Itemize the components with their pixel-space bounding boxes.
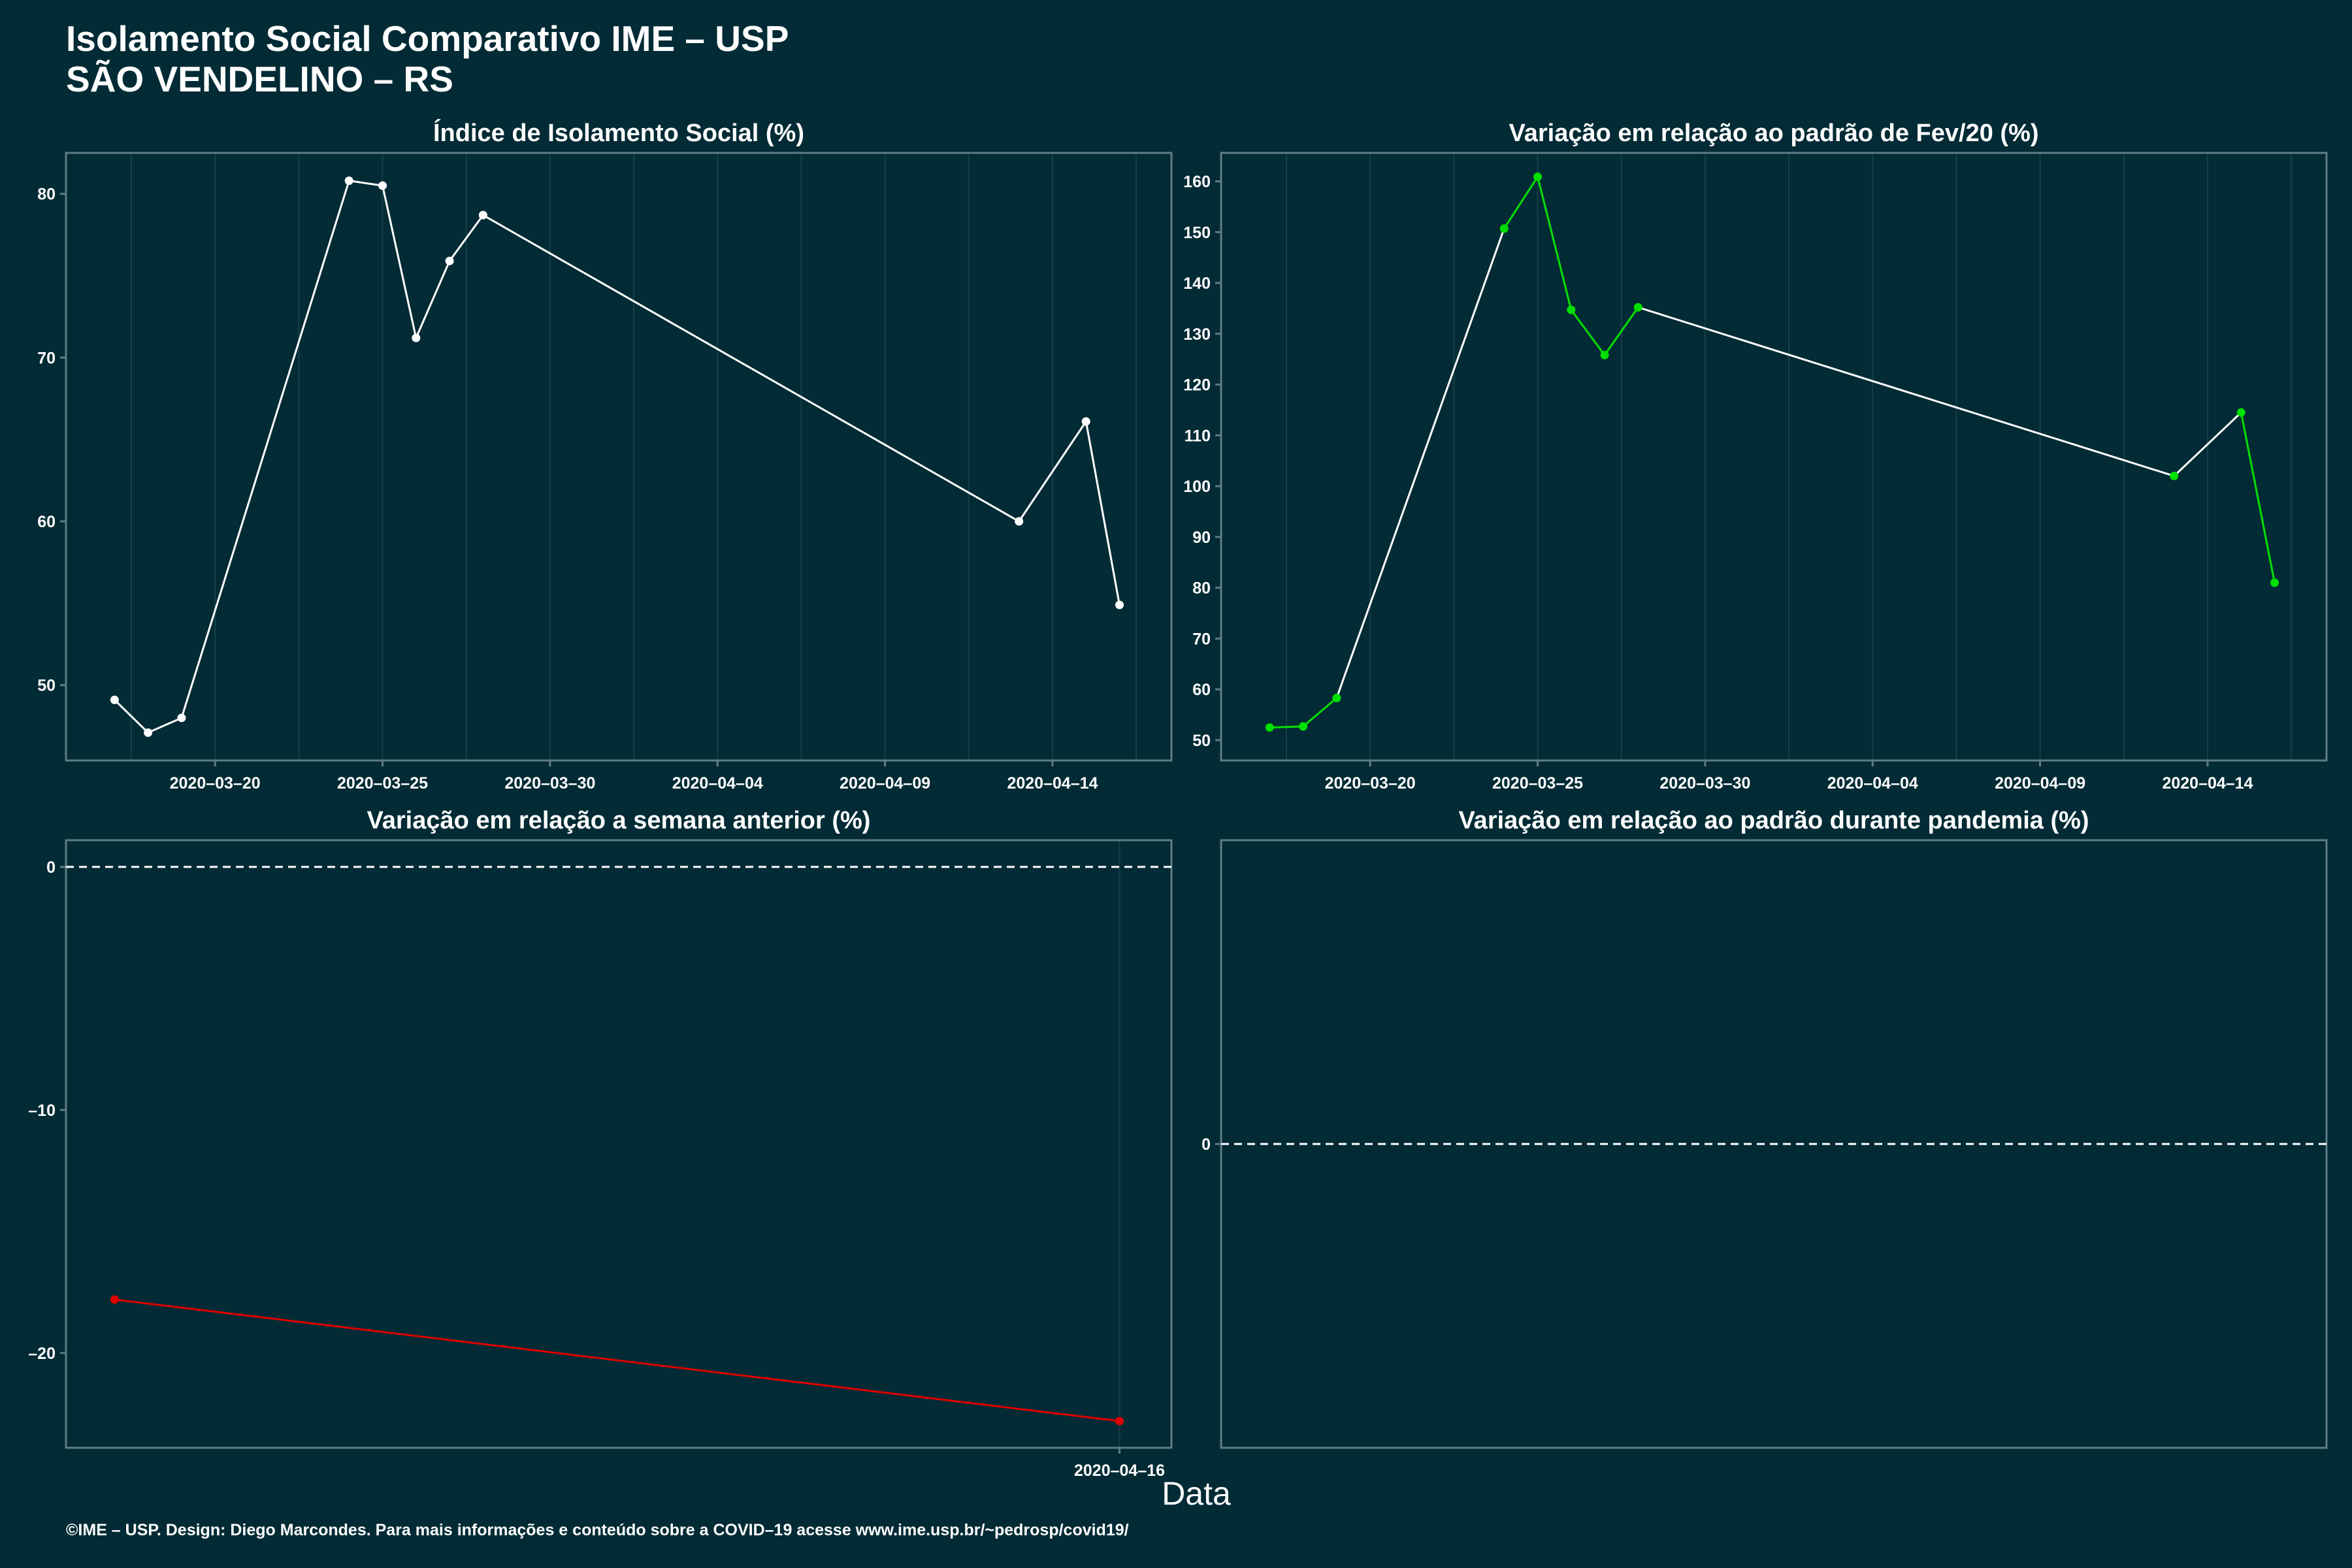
y-tick-label-fev20: 160 [1183,173,1211,191]
series-segment-isolamento [482,214,1021,523]
x-tick-label-isolamento: 2020–03–30 [504,774,595,792]
data-point-isolamento [144,728,153,737]
series-segment-isolamento [113,698,150,734]
panel-title-pandemia: Variação em relação ao padrão durante pa… [1458,807,2089,834]
panel-title-fev20: Variação em relação ao padrão de Fev/20 … [1509,120,2038,147]
y-tick-label-fev20: 140 [1183,274,1211,293]
y-tick-label-fev20: 150 [1183,223,1211,242]
y-tick-label-fev20: 80 [1192,580,1211,598]
y-tick-label-fev20: 70 [1192,630,1211,648]
series-segment-fev20 [1503,176,1539,230]
series-segment-semana [113,1298,1121,1422]
data-point-fev20 [1567,305,1576,314]
series-segment-isolamento [348,180,384,187]
y-tick-label-fev20: 120 [1183,376,1211,395]
series-segment-fev20 [1268,725,1305,728]
y-tick-label-pandemia: 0 [1201,1135,1211,1154]
x-tick-label-isolamento: 2020–04–14 [1007,774,1098,792]
data-point-fev20 [2270,578,2279,587]
series-segment-fev20 [1302,696,1338,728]
y-tick-label-fev20: 50 [1192,732,1211,750]
panel-frame-fev20 [1220,152,2328,762]
series-segment-isolamento [1085,420,1121,606]
y-tick-label-semana: 0 [46,858,56,877]
y-tick-label-fev20: 110 [1184,427,1211,445]
series-segment-isolamento [147,717,183,734]
x-tick-label-fev20: 2020–04–09 [1995,774,2085,792]
data-point-isolamento [378,181,387,190]
data-point-isolamento [1015,517,1024,526]
y-tick-label-isolamento: 60 [37,513,56,531]
panel-frame-semana [65,839,1173,1449]
series-segment-fev20 [2173,411,2242,478]
data-point-fev20 [2170,472,2179,481]
data-point-fev20 [1533,172,1543,182]
x-tick-label-fev20: 2020–03–25 [1492,774,1583,792]
data-point-isolamento [177,713,186,723]
series-segment-fev20 [1537,176,1573,311]
panel-frame-isolamento [65,152,1173,762]
y-tick-label-semana: –20 [28,1345,56,1363]
data-point-isolamento [110,695,119,704]
data-point-fev20 [1265,723,1274,732]
x-tick-label-fev20: 2020–04–04 [1827,774,1918,792]
series-segment-fev20 [2240,411,2276,584]
x-tick-label-isolamento: 2020–03–20 [170,774,261,792]
data-point-fev20 [1299,722,1308,731]
y-tick-label-semana: –10 [28,1102,56,1120]
y-tick-label-fev20: 60 [1192,681,1211,699]
series-segment-isolamento [382,184,417,339]
series-segment-isolamento [180,180,350,719]
data-point-isolamento [344,176,353,186]
data-point-semana [1115,1416,1124,1426]
footer-credit: ©IME – USP. Design: Diego Marcondes. Par… [66,1521,1129,1539]
y-tick-label-fev20: 100 [1183,478,1211,496]
data-point-semana [110,1295,119,1304]
panel-title-isolamento: Índice de Isolamento Social (%) [433,118,804,147]
y-tick-label-fev20: 90 [1192,529,1211,547]
series-segment-isolamento [1018,420,1087,523]
page-title: Isolamento Social Comparativo IME – USP [66,18,789,59]
x-tick-label-isolamento: 2020–03–25 [337,774,428,792]
data-point-isolamento [1081,417,1090,426]
x-tick-label-fev20: 2020–04–14 [2162,774,2253,792]
data-point-isolamento [1115,600,1124,610]
data-point-fev20 [2236,408,2246,417]
data-point-isolamento [445,256,454,265]
panel-title-semana: Variação em relação a semana anterior (%… [367,807,871,834]
series-segment-fev20 [1603,306,1639,356]
series-segment-fev20 [1570,308,1606,356]
data-point-isolamento [478,210,487,220]
y-tick-label-fev20: 130 [1183,325,1211,344]
y-tick-label-isolamento: 70 [37,349,56,367]
data-point-fev20 [1633,302,1642,312]
y-tick-label-isolamento: 50 [37,677,56,695]
series-segment-fev20 [1637,306,2176,478]
x-tick-label-fev20: 2020–03–20 [1325,774,1416,792]
data-point-fev20 [1600,350,1609,359]
x-tick-label-isolamento: 2020–04–09 [840,774,930,792]
series-segment-isolamento [448,214,484,262]
x-tick-label-isolamento: 2020–04–04 [672,774,763,792]
data-point-isolamento [412,333,421,342]
y-tick-label-isolamento: 80 [37,186,56,204]
series-segment-fev20 [1335,227,1505,699]
data-point-fev20 [1332,693,1341,702]
data-point-fev20 [1499,224,1509,233]
x-tick-label-fev20: 2020–03–30 [1659,774,1750,792]
series-segment-isolamento [415,259,451,339]
x-axis-title: Data [1162,1475,1231,1512]
x-tick-label-semana: 2020–04–16 [1074,1462,1165,1480]
page-subtitle: SÃO VENDELINO – RS [66,59,453,99]
